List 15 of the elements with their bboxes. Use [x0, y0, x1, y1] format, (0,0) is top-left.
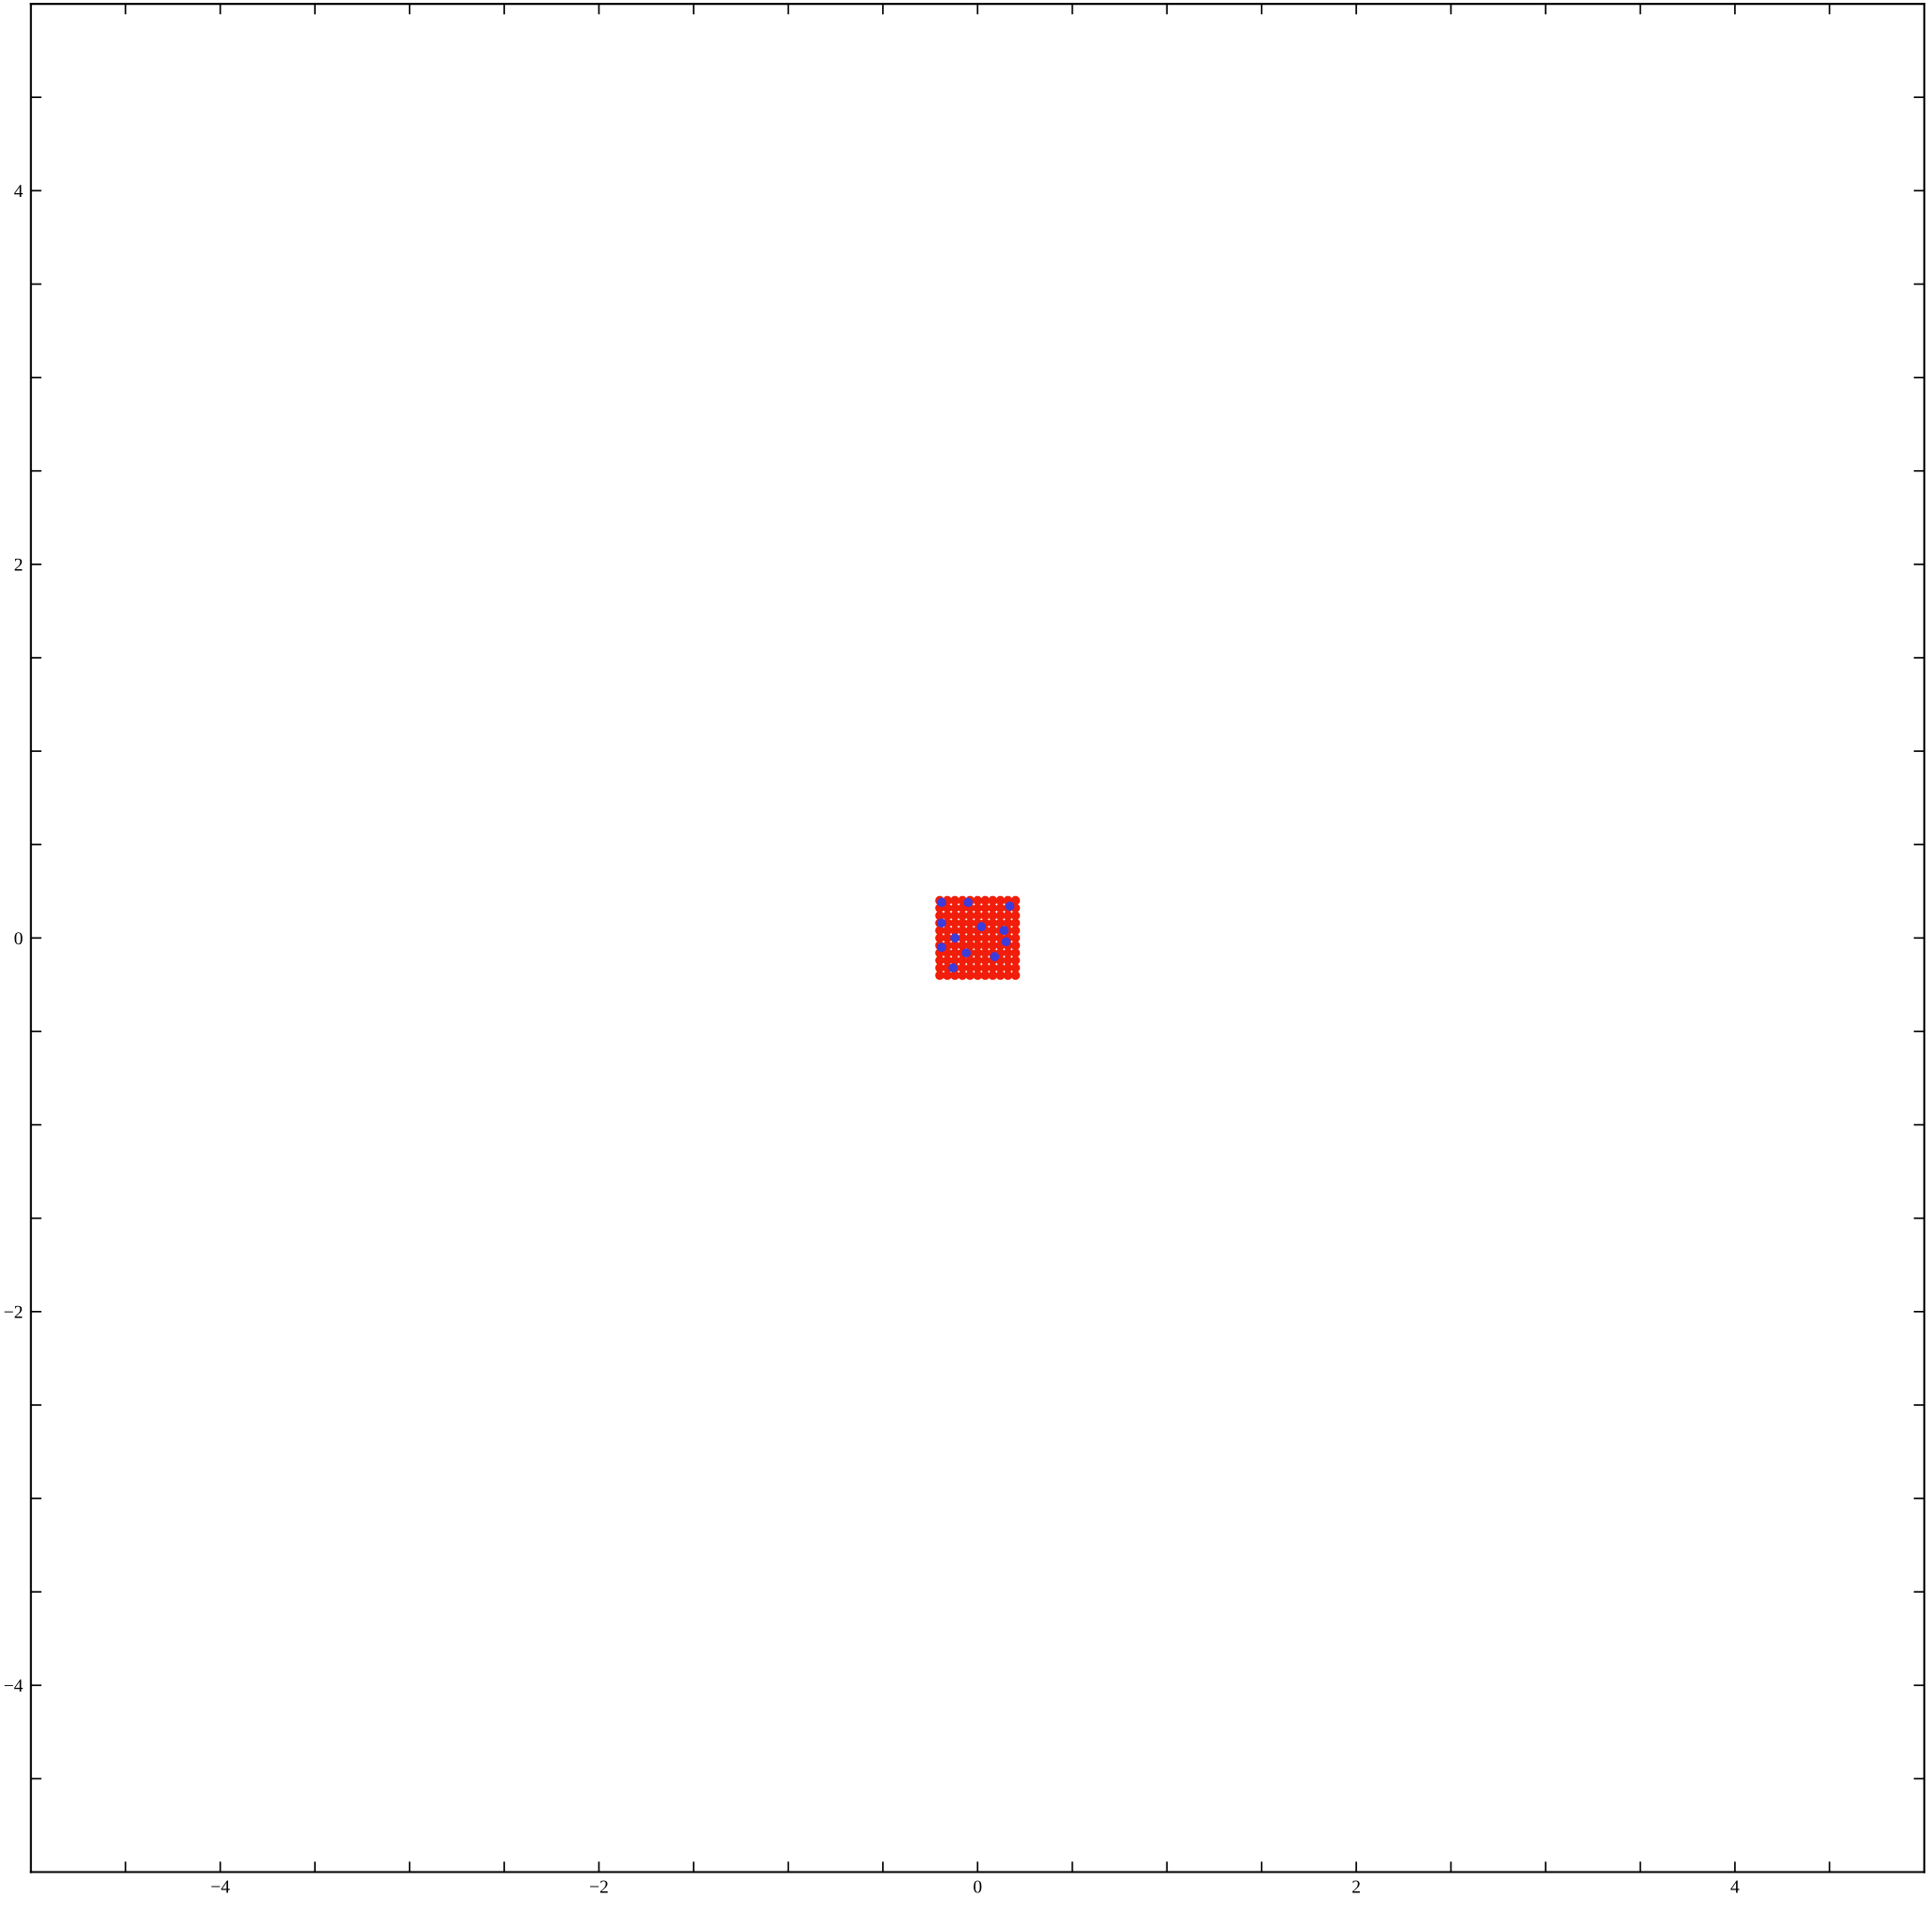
point: [976, 922, 987, 932]
y-tick-label: 4: [14, 185, 24, 198]
y-tick-label: 2: [14, 558, 23, 571]
x-tick-label: −2: [590, 1880, 608, 1893]
x-tick-label: 4: [1730, 1880, 1740, 1893]
x-tick-label: −4: [211, 1880, 230, 1893]
point: [1001, 937, 1011, 947]
y-tick-label: −4: [4, 1679, 24, 1693]
x-tick-label: 2: [1352, 1880, 1360, 1893]
point: [961, 948, 972, 957]
y-tick-label: 0: [14, 932, 23, 945]
x-tick-label: 0: [974, 1880, 982, 1893]
point: [990, 952, 1000, 961]
point: [999, 925, 1009, 936]
y-tick-label: −2: [4, 1305, 23, 1318]
